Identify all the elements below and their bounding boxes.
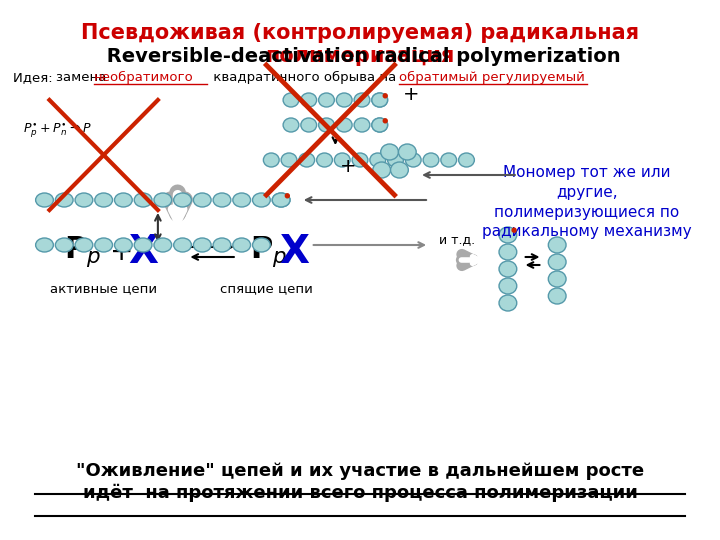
Ellipse shape	[423, 153, 439, 167]
Text: Reversible-deactivation radical polymerization: Reversible-deactivation radical polymeri…	[99, 47, 621, 66]
Ellipse shape	[383, 119, 387, 123]
Ellipse shape	[549, 254, 566, 270]
Text: Идея:: Идея:	[13, 71, 57, 84]
Text: Псевдоживая (контролируемая) радикальная
полимеризация: Псевдоживая (контролируемая) радикальная…	[81, 23, 639, 66]
Text: $\mathbf{P}_p\mathbf{\cdot}$: $\mathbf{P}_p\mathbf{\cdot}$	[64, 234, 112, 269]
Ellipse shape	[334, 153, 350, 167]
Ellipse shape	[549, 237, 566, 253]
Ellipse shape	[213, 193, 231, 207]
Ellipse shape	[55, 193, 73, 207]
Text: необратимого: необратимого	[94, 71, 194, 84]
Ellipse shape	[318, 93, 334, 107]
Ellipse shape	[441, 153, 456, 167]
Ellipse shape	[370, 153, 386, 167]
Ellipse shape	[301, 93, 317, 107]
Ellipse shape	[383, 94, 387, 98]
Ellipse shape	[354, 93, 370, 107]
Ellipse shape	[272, 193, 290, 207]
Ellipse shape	[253, 238, 270, 252]
Ellipse shape	[499, 278, 517, 294]
Ellipse shape	[318, 118, 334, 132]
Text: $\mathbf{P}_p$: $\mathbf{P}_p$	[250, 234, 287, 269]
Ellipse shape	[194, 193, 211, 207]
Ellipse shape	[372, 118, 387, 132]
Ellipse shape	[387, 153, 403, 167]
Ellipse shape	[213, 238, 231, 252]
Ellipse shape	[549, 271, 566, 287]
Ellipse shape	[336, 93, 352, 107]
Text: Мономер тот же или
другие,
полимеризующиеся по
радикальному механизму: Мономер тот же или другие, полимеризующи…	[482, 165, 692, 239]
Ellipse shape	[317, 153, 333, 167]
Ellipse shape	[372, 93, 387, 107]
Text: активные цепи: активные цепи	[50, 282, 157, 295]
Ellipse shape	[459, 153, 474, 167]
Ellipse shape	[35, 238, 53, 252]
Text: $\mathbf{X}$: $\mathbf{X}$	[128, 233, 160, 271]
Ellipse shape	[373, 162, 390, 178]
Ellipse shape	[264, 153, 279, 167]
Text: обратимый регулируемый: обратимый регулируемый	[400, 71, 585, 84]
Ellipse shape	[134, 238, 152, 252]
Ellipse shape	[174, 193, 192, 207]
Ellipse shape	[75, 238, 93, 252]
Ellipse shape	[390, 162, 408, 178]
Ellipse shape	[272, 193, 290, 207]
Ellipse shape	[233, 193, 251, 207]
Ellipse shape	[398, 144, 416, 160]
Ellipse shape	[405, 153, 421, 167]
Ellipse shape	[499, 295, 517, 311]
Ellipse shape	[301, 118, 317, 132]
Ellipse shape	[372, 118, 387, 132]
Text: "Оживление" цепей и их участие в дальнейшем росте: "Оживление" цепей и их участие в дальней…	[76, 462, 644, 480]
Ellipse shape	[336, 118, 352, 132]
Ellipse shape	[114, 193, 132, 207]
Text: квадратичного обрыва на: квадратичного обрыва на	[209, 71, 400, 84]
Ellipse shape	[55, 238, 73, 252]
Text: +: +	[341, 158, 357, 177]
Ellipse shape	[75, 193, 93, 207]
Ellipse shape	[512, 228, 516, 232]
Text: и т.д.: и т.д.	[439, 233, 475, 246]
Ellipse shape	[381, 144, 398, 160]
Ellipse shape	[372, 93, 387, 107]
Ellipse shape	[283, 118, 299, 132]
Ellipse shape	[95, 238, 112, 252]
Text: замена: замена	[56, 71, 111, 84]
Text: спящие цепи: спящие цепи	[220, 282, 312, 295]
Ellipse shape	[499, 227, 517, 243]
Ellipse shape	[35, 193, 53, 207]
Ellipse shape	[354, 118, 370, 132]
Ellipse shape	[253, 193, 270, 207]
Ellipse shape	[134, 193, 152, 207]
Ellipse shape	[285, 194, 289, 198]
Ellipse shape	[114, 238, 132, 252]
Ellipse shape	[154, 193, 171, 207]
Ellipse shape	[281, 153, 297, 167]
Ellipse shape	[233, 238, 251, 252]
Ellipse shape	[549, 288, 566, 304]
Ellipse shape	[174, 238, 192, 252]
Text: идёт  на протяжении всего процесса полимеризации: идёт на протяжении всего процесса полиме…	[83, 484, 637, 502]
Ellipse shape	[154, 238, 171, 252]
Ellipse shape	[95, 193, 112, 207]
Ellipse shape	[352, 153, 368, 167]
Text: $P_p^{\bullet}+P_n^{\bullet}\rightarrow P$: $P_p^{\bullet}+P_n^{\bullet}\rightarrow …	[23, 122, 91, 140]
Text: $+$: $+$	[109, 238, 131, 266]
Ellipse shape	[299, 153, 315, 167]
Text: $\mathbf{X}$: $\mathbf{X}$	[279, 233, 310, 271]
Ellipse shape	[283, 93, 299, 107]
Ellipse shape	[499, 261, 517, 277]
Ellipse shape	[194, 238, 211, 252]
Text: +: +	[402, 85, 419, 105]
Ellipse shape	[499, 244, 517, 260]
